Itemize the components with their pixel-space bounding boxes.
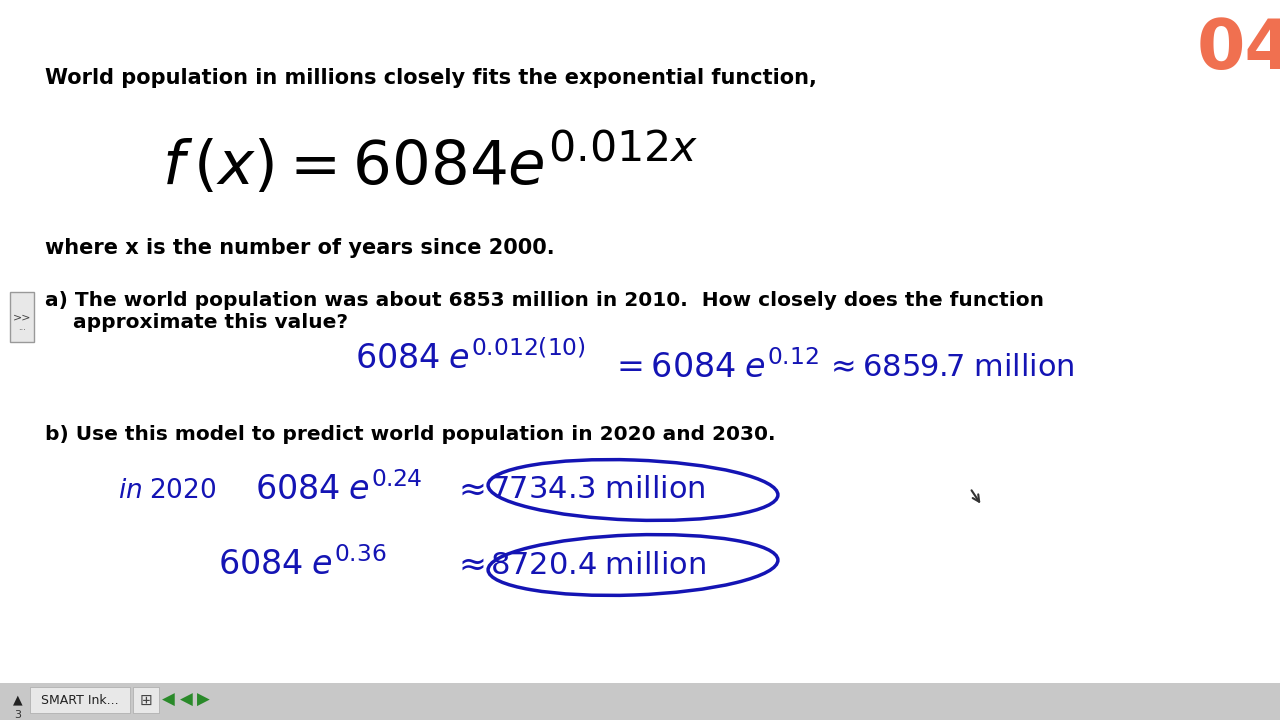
Text: $\approx$: $\approx$ [452,549,485,581]
Text: 04: 04 [1197,17,1280,84]
Text: ...: ... [18,323,26,333]
Text: $= 6084\;e^{0.12}$: $= 6084\;e^{0.12}$ [611,351,819,385]
Bar [29,687,131,713]
Text: $7734.3\;\mathrm{million}$: $7734.3\;\mathrm{million}$ [490,474,705,505]
Text: $\approx$: $\approx$ [452,474,485,506]
Text: $\approx 6859.7\;\mathrm{million}$: $\approx 6859.7\;\mathrm{million}$ [826,353,1074,384]
Text: $8720.4\;\mathrm{million}$: $8720.4\;\mathrm{million}$ [490,549,707,580]
Text: $6084\;e^{0.24}$: $6084\;e^{0.24}$ [255,472,422,508]
Text: b) Use this model to predict world population in 2020 and 2030.: b) Use this model to predict world popul… [45,426,776,444]
Text: 3: 3 [14,710,22,720]
Bar [133,687,159,713]
Text: World population in millions closely fits the exponential function,: World population in millions closely fit… [45,68,817,88]
Text: >>: >> [13,312,31,322]
Text: ▲: ▲ [13,693,23,706]
Text: where x is the number of years since 2000.: where x is the number of years since 200… [45,238,554,258]
Text: ▶: ▶ [197,691,210,709]
Text: ◀: ◀ [180,691,193,709]
Text: $6084\;e^{0.36}$: $6084\;e^{0.36}$ [218,548,387,582]
Bar [0,683,1280,720]
Text: ⊞: ⊞ [140,693,152,708]
Text: $6084\;e^{0.012(10)}$: $6084\;e^{0.012(10)}$ [355,341,586,376]
Bar [10,292,35,342]
Text: $\mathit{in\;2020}$: $\mathit{in\;2020}$ [118,477,216,503]
Text: SMART Ink...: SMART Ink... [41,693,119,706]
Text: $f\,(x) = 6084e^{0.012x}$: $f\,(x) = 6084e^{0.012x}$ [161,132,699,198]
Text: ◀: ◀ [163,691,175,709]
Text: a) The world population was about 6853 million in 2010.  How closely does the fu: a) The world population was about 6853 m… [45,290,1044,310]
Text: approximate this value?: approximate this value? [45,313,348,333]
